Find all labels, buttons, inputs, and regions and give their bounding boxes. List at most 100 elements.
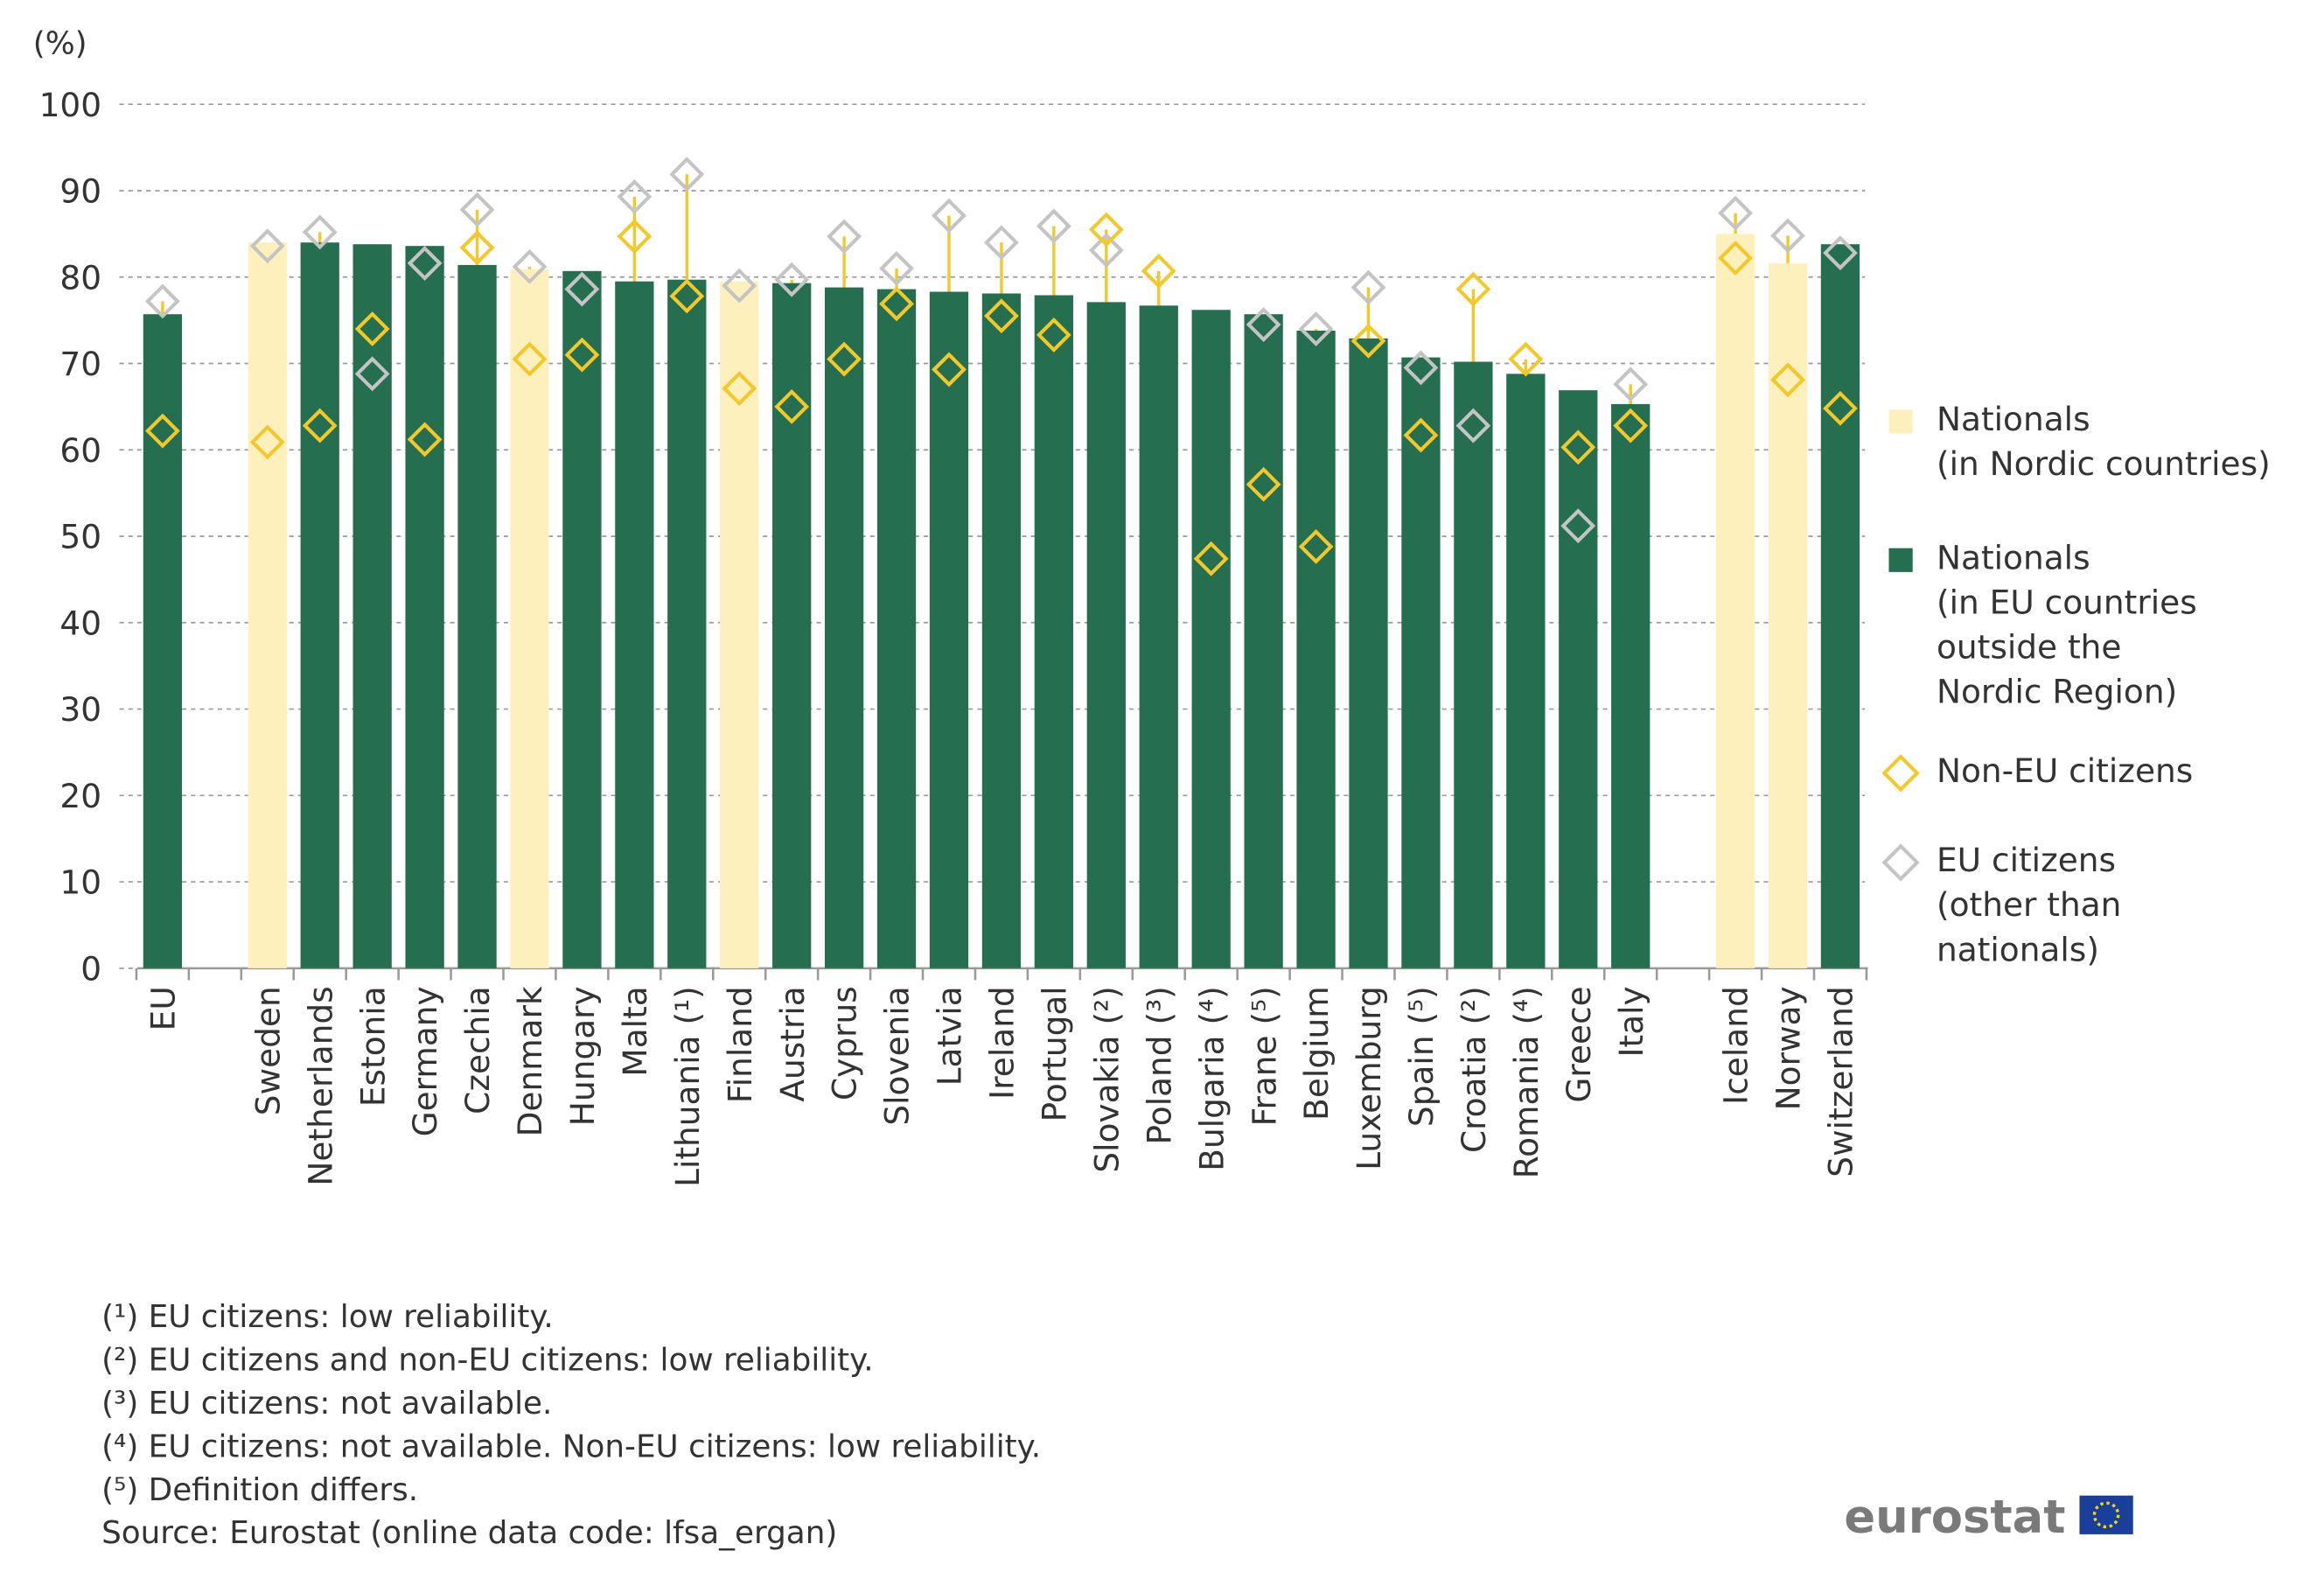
diamond-marker (617, 178, 653, 214)
diamond-marker (1613, 408, 1649, 444)
bar (1506, 374, 1546, 968)
bar (720, 281, 759, 968)
diamond-marker (144, 413, 180, 449)
bar (1401, 357, 1441, 968)
bar (352, 244, 392, 968)
x-tick-label: Estonia (353, 986, 392, 1107)
diamond-marker (669, 157, 705, 192)
y-tick-label: 80 (59, 258, 101, 297)
diamond-marker (1455, 271, 1491, 307)
bar (1611, 403, 1651, 968)
diamond-marker (879, 286, 914, 322)
y-tick-label: 50 (59, 518, 101, 556)
diamond-marker (1770, 362, 1805, 398)
diamond-marker (302, 408, 338, 444)
x-tick-label: Romania (⁴) (1507, 986, 1546, 1178)
diamond-marker (1560, 508, 1596, 544)
diamond-marker (302, 214, 338, 250)
diamond-marker (1823, 235, 1858, 270)
x-tick-label: Malta (616, 986, 654, 1076)
diamond-marker (1036, 317, 1071, 353)
x-tick-label: Latvia (931, 986, 969, 1086)
eu-flag (2079, 1495, 2133, 1534)
x-tick-label: Italy (1612, 986, 1651, 1057)
diamond-marker (1508, 341, 1544, 377)
bar (615, 281, 654, 968)
y-tick-label: 60 (59, 431, 101, 470)
bar (1034, 295, 1074, 968)
x-tick-label: Austria (773, 986, 812, 1101)
bar (300, 242, 339, 968)
diamond-marker (1088, 212, 1124, 248)
diamond-marker (354, 356, 390, 392)
x-tick-label: EU (144, 986, 183, 1031)
x-tick-label: Slovakia (²) (1087, 986, 1126, 1172)
x-tick-label: Belgium (1297, 986, 1336, 1121)
legend-swatch (1888, 548, 1913, 572)
x-tick-label: Finland (721, 986, 759, 1103)
x-tick-label: Norway (1769, 986, 1808, 1110)
y-tick-label: 0 (80, 949, 101, 988)
x-tick-label: Greece (1560, 986, 1598, 1102)
diamond-marker (407, 246, 443, 281)
diamond-marker (564, 337, 600, 373)
bar (457, 264, 497, 968)
diamond-marker (512, 248, 548, 284)
diamond-marker (1036, 208, 1071, 244)
y-tick-label: 10 (59, 863, 101, 902)
diamond-marker (144, 283, 180, 319)
footnote: (³) EU citizens: not available. (101, 1386, 552, 1422)
bar (562, 270, 602, 968)
diamond-marker (354, 311, 390, 346)
bar (1349, 338, 1388, 968)
diamond-marker (1193, 541, 1229, 576)
bar (405, 246, 444, 968)
y-tick-label: 40 (59, 604, 101, 642)
diamond-marker (617, 219, 653, 255)
diamond-marker (984, 298, 1019, 334)
diamond-marker (1298, 311, 1334, 346)
x-tick-label: Frane (⁵) (1245, 986, 1283, 1126)
legend-entry-box: Nationals (in Nordic countries) (1936, 402, 2271, 485)
x-tick-label: Switzerland (1822, 986, 1860, 1177)
legend-label: Nationals (in Nordic countries) (1936, 402, 2271, 485)
footnote: (⁴) EU citizens: not available. Non-EU c… (101, 1429, 1041, 1464)
footnote: (⁵) Definition differs. (101, 1472, 418, 1508)
diamond-marker (932, 198, 967, 234)
diamond-marker (827, 341, 862, 377)
legend-swatch (1881, 843, 1920, 882)
bar (510, 269, 549, 968)
diamond-marker (1350, 269, 1386, 305)
diamond-marker (1455, 408, 1491, 444)
bar (1191, 310, 1231, 968)
diamond-marker (459, 192, 495, 227)
bar (1820, 244, 1860, 968)
diamond-marker (1823, 390, 1858, 426)
x-tick-label: Cyprus (826, 986, 864, 1100)
diamond-marker (984, 225, 1019, 261)
diamond-marker (1246, 466, 1281, 502)
logo: eurostat (1844, 1491, 2065, 1544)
x-tick-label: Bulgaria (⁴) (1192, 986, 1231, 1170)
bar (1768, 262, 1808, 968)
bar (929, 291, 969, 968)
x-tick-label: Slovenia (878, 986, 917, 1125)
diamond-marker (1298, 528, 1334, 564)
x-tick-label: Portugal (1035, 986, 1073, 1121)
diamond-marker (774, 388, 810, 424)
x-tick-label: Croatia (²) (1455, 986, 1493, 1153)
source: Source: Eurostat (online data code: lfsa… (101, 1515, 837, 1551)
x-tick-label: Lithuania (¹) (668, 986, 707, 1187)
legend-swatch (1881, 754, 1920, 793)
x-tick-label: Luxemburg (1350, 986, 1388, 1170)
x-tick-label: Spain (⁵) (1402, 986, 1441, 1127)
bar (981, 293, 1022, 968)
bar (667, 279, 707, 968)
bar (1139, 305, 1178, 968)
diamond-marker (879, 250, 914, 286)
diamond-marker (722, 371, 757, 407)
x-tick-label: Poland (³) (1140, 986, 1178, 1144)
bar (1559, 390, 1598, 968)
x-tick-label: Germany (406, 986, 444, 1136)
